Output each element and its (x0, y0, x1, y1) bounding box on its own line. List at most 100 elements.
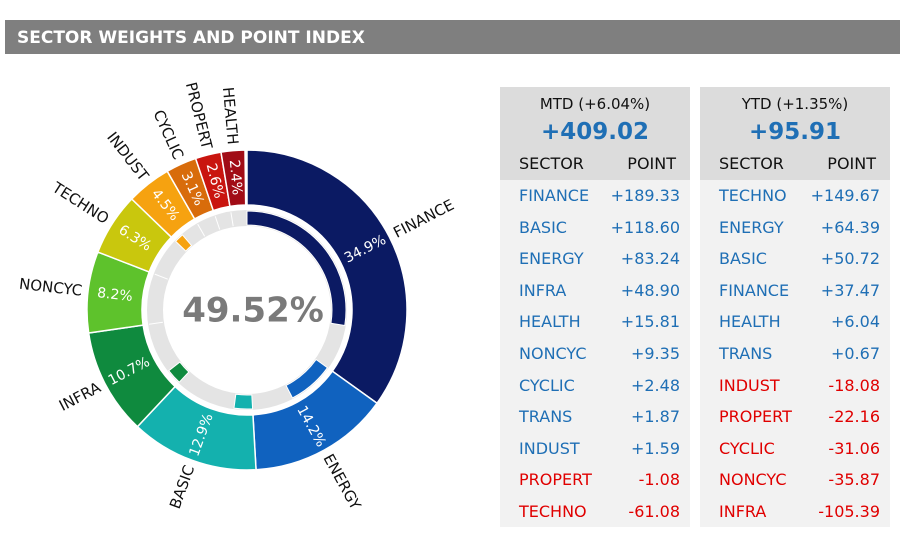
sector-name: PROPERT (719, 407, 792, 427)
inner-segment (233, 393, 254, 410)
sector-label: NONCYC (18, 275, 83, 300)
center-label: 49.52% (182, 291, 324, 331)
sector-label: CYCLIC (149, 107, 187, 162)
sector-name: PROPERT (519, 470, 592, 490)
sector-label: INDUST (103, 128, 153, 185)
table-row: PROPERT -22.16 (700, 401, 890, 433)
point-value: +83.24 (620, 249, 680, 269)
sector-label: ENERGY (320, 451, 365, 514)
sector-name: INFRA (719, 501, 767, 521)
point-value: -31.06 (828, 438, 880, 458)
point-value: +0.67 (830, 343, 880, 363)
point-value: +6.04 (830, 312, 880, 332)
table-row: BASIC +50.72 (700, 243, 890, 275)
sector-label: INFRA (56, 378, 104, 415)
table-row: TECHNO +149.67 (700, 180, 890, 212)
sector-name: BASIC (719, 249, 767, 269)
point-value: -18.08 (828, 375, 880, 395)
panel-title: YTD (+1.35%) (741, 95, 849, 113)
inner-segment (246, 210, 347, 327)
sector-name: CYCLIC (719, 438, 775, 458)
sector-name: TRANS (719, 343, 773, 363)
sector-name: FINANCE (719, 280, 790, 300)
point-value: +9.35 (630, 343, 680, 363)
value-label: 8.2% (96, 285, 133, 305)
sector-name: HEALTH (519, 312, 581, 332)
inner-segment (174, 234, 193, 252)
value-label: 2.4% (226, 159, 245, 196)
panel-header: MTD (+6.04%) +409.02 SECTOR POINT (500, 87, 690, 180)
point-value: -35.87 (828, 470, 880, 490)
table-row: NONCYC -35.87 (700, 464, 890, 496)
inner-segment (197, 223, 206, 237)
point-value: +149.67 (810, 186, 880, 205)
sector-label: BASIC (166, 463, 198, 511)
inner-segment (285, 358, 329, 399)
header-title: SECTOR WEIGHTS AND POINT INDEX (5, 20, 900, 54)
table-row: INFRA +48.90 (500, 275, 690, 307)
table-row: INFRA -105.39 (700, 496, 890, 528)
table-row: HEALTH +6.04 (700, 306, 890, 338)
panel-total: +95.91 (748, 119, 842, 145)
sector-name: NONCYC (719, 470, 787, 490)
sector-name: BASIC (519, 217, 567, 237)
sector-label: TECHNO (48, 178, 112, 228)
sector-name: HEALTH (719, 312, 781, 332)
sector-name: TRANS (519, 407, 573, 427)
panel-title: MTD (+6.04%) (539, 95, 651, 113)
panel-total: +409.02 (540, 119, 650, 145)
sector-name: ENERGY (719, 217, 784, 237)
inner-segment (148, 321, 163, 325)
inner-segment (168, 361, 190, 383)
point-value: -105.39 (818, 501, 880, 521)
point-value: -61.08 (628, 501, 680, 521)
donut-segment (220, 149, 247, 208)
point-value: -1.08 (638, 470, 680, 490)
point-value: +64.39 (820, 217, 880, 237)
sector-name: INFRA (519, 280, 567, 300)
sector-name: INDUST (719, 375, 780, 395)
point-value: +15.81 (620, 312, 680, 332)
table-row: INDUST +1.59 (500, 433, 690, 465)
sector-name: NONCYC (519, 343, 587, 363)
chart: FINANCE34.9%ENERGY14.2%BASIC12.9%INFRA10… (18, 80, 457, 514)
table-row: TRANS +1.87 (500, 401, 690, 433)
table-row: CYCLIC +2.48 (500, 370, 690, 402)
sector-name: FINANCE (519, 186, 590, 205)
table-row: ENERGY +64.39 (700, 212, 890, 244)
table-row: TRANS +0.67 (700, 338, 890, 370)
table-row: PROPERT -1.08 (500, 464, 690, 496)
point-value: +189.33 (610, 186, 680, 205)
table-row: FINANCE +37.47 (700, 275, 890, 307)
point-value: -22.16 (828, 407, 880, 427)
table-row: HEALTH +15.81 (500, 306, 690, 338)
panel-header: YTD (+1.35%) +95.91 SECTOR POINT (700, 87, 890, 180)
sector-name: CYCLIC (519, 375, 575, 395)
point-value: +2.48 (630, 375, 680, 395)
point-value: +118.60 (610, 217, 680, 237)
sector-name: TECHNO (719, 186, 787, 205)
sector-name: TECHNO (519, 501, 587, 521)
table-row: NONCYC +9.35 (500, 338, 690, 370)
point-value: +48.90 (620, 280, 680, 300)
table-row: FINANCE +189.33 (500, 180, 690, 212)
table-row: CYCLIC -31.06 (700, 433, 890, 465)
table-panel: YTD (+1.35%) +95.91 SECTOR POINT TECHNO +149.… (700, 87, 890, 527)
column-header: POINT (827, 154, 876, 173)
sector-label: HEALTH (219, 86, 242, 145)
donut-segment (246, 149, 408, 405)
column-header: SECTOR (519, 154, 584, 173)
point-value: +50.72 (820, 249, 880, 269)
table-row: TECHNO -61.08 (500, 496, 690, 528)
sector-label: FINANCE (390, 196, 457, 242)
table-row: ENERGY +83.24 (500, 243, 690, 275)
sector-label: PROPERT (182, 80, 216, 151)
point-value: +1.87 (630, 407, 680, 427)
table-row: INDUST -18.08 (700, 370, 890, 402)
point-value: +37.47 (820, 280, 880, 300)
sector-name: ENERGY (519, 249, 584, 269)
column-header: SECTOR (719, 154, 784, 173)
point-value: +1.59 (630, 438, 680, 458)
table-row: BASIC +118.60 (500, 212, 690, 244)
